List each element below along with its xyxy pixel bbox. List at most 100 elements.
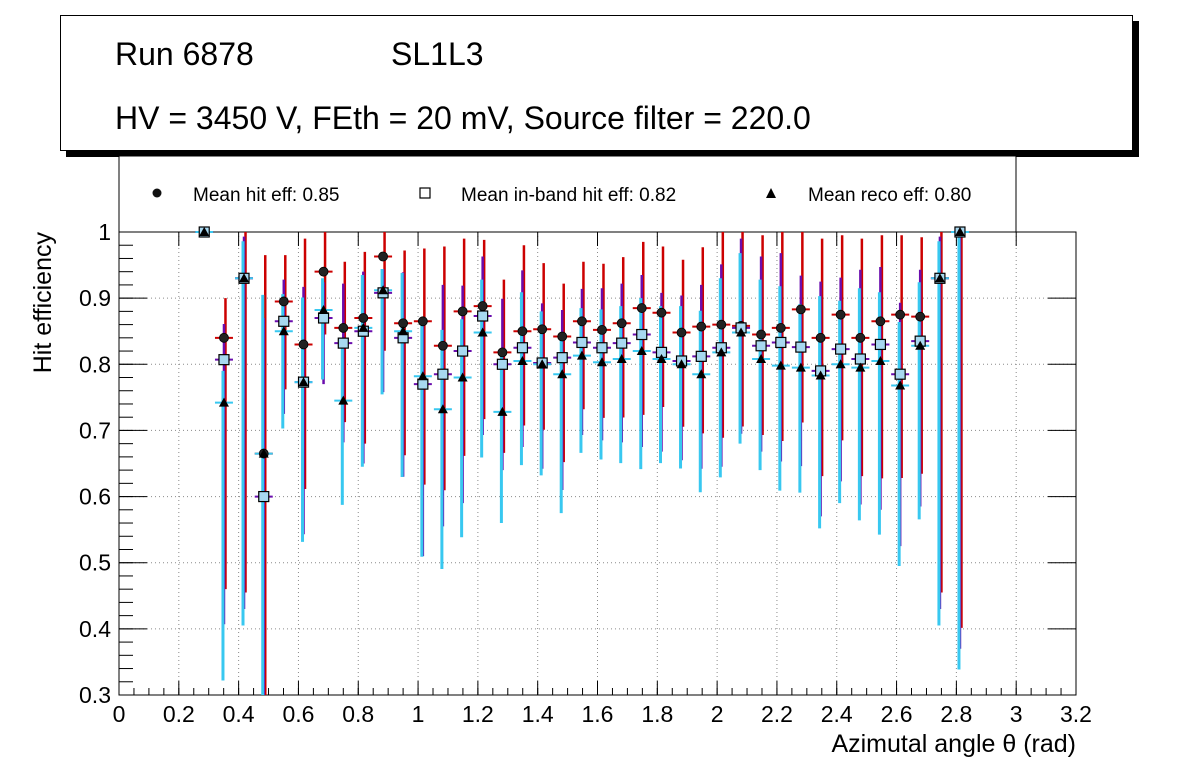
hit-eff-point xyxy=(517,326,528,337)
hit-eff-point xyxy=(577,316,587,327)
reco-eff-point xyxy=(815,370,826,380)
y-tick-label: 0.9 xyxy=(79,285,111,311)
reco-eff-point xyxy=(477,327,488,337)
inband-eff-point xyxy=(258,490,270,503)
x-axis-label: Azimutal angle θ (rad) xyxy=(831,730,1076,758)
reco-eff-point xyxy=(795,362,806,372)
inband-eff-point xyxy=(417,378,429,390)
hit-eff-point xyxy=(557,331,568,342)
x-tick-label: 1.8 xyxy=(641,701,673,727)
inband-eff-point xyxy=(616,337,628,349)
hit-eff-point xyxy=(875,316,886,327)
y-tick-label: 0.7 xyxy=(79,417,111,443)
reco-eff-point xyxy=(656,353,667,363)
x-tick-label: 3 xyxy=(1010,701,1023,727)
inband-eff-point xyxy=(496,358,508,370)
hit-eff-point xyxy=(417,316,428,327)
hit-eff-point xyxy=(318,266,329,277)
run-label: Run 6878 xyxy=(115,36,254,72)
legend-label-hit: Mean hit eff: 0.85 xyxy=(193,185,339,206)
reco-eff-point xyxy=(278,326,289,336)
hit-eff-point xyxy=(338,323,349,333)
y-tick-label: 0.6 xyxy=(79,484,111,510)
x-tick-label: 1 xyxy=(412,701,425,727)
inband-eff-point xyxy=(795,341,807,353)
reco-eff-point xyxy=(954,227,965,236)
hit-eff-point xyxy=(915,311,926,322)
title-box: Run 6878 SL1L3 HV = 3450 V, FEth = 20 mV… xyxy=(60,15,1133,151)
inband-eff-point xyxy=(854,353,866,365)
reco-eff-point xyxy=(716,347,727,357)
inband-eff-point xyxy=(636,328,648,341)
layer-label: SL1L3 xyxy=(391,36,484,72)
data-markers xyxy=(198,226,966,503)
reco-eff-point xyxy=(636,346,647,356)
inband-eff-point xyxy=(775,336,787,349)
reco-eff-point xyxy=(576,350,587,360)
reco-eff-point xyxy=(934,273,945,283)
x-tick-label: 0.8 xyxy=(342,701,374,727)
x-tick-label: 1.6 xyxy=(582,701,614,727)
inband-eff-point xyxy=(457,345,469,357)
reco-eff-point xyxy=(557,369,568,379)
x-tick-label: 1.4 xyxy=(522,701,554,727)
hit-eff-point xyxy=(358,313,369,323)
hit-eff-point xyxy=(497,347,508,358)
reco-eff-point xyxy=(199,227,210,236)
inband-eff-point xyxy=(894,368,906,380)
hit-eff-point xyxy=(219,332,229,343)
hit-eff-point xyxy=(616,318,627,329)
reco-eff-point xyxy=(915,340,926,350)
inband-eff-point xyxy=(576,336,588,349)
reco-eff-point xyxy=(676,359,687,369)
inband-eff-point xyxy=(337,337,349,349)
hit-eff-point xyxy=(477,301,488,311)
x-tick-label: 1.2 xyxy=(462,701,494,727)
error-bars xyxy=(195,231,969,695)
x-tick-label: 0 xyxy=(113,701,126,727)
reco-eff-point xyxy=(318,305,329,315)
hit-eff-point xyxy=(855,332,866,343)
reco-eff-point xyxy=(875,355,886,365)
axis-ticks: 0 0.2 0.4 0.6 0.8 1 1.2 1.4 1.6 1.8 2 2.2 2.4 2.6 2.8 3… xyxy=(79,219,1092,727)
conditions-label: HV = 3450 V, FEth = 20 mV, Source filter… xyxy=(115,100,811,136)
reco-eff-point xyxy=(239,273,250,283)
reco-eff-point xyxy=(298,377,309,387)
legend-marker-triangle xyxy=(766,188,776,198)
reco-eff-point xyxy=(358,322,369,332)
reco-eff-point xyxy=(258,448,269,458)
hit-eff-point xyxy=(795,304,806,315)
hit-eff-point xyxy=(895,309,906,320)
inband-eff-point xyxy=(874,338,887,351)
reco-eff-point xyxy=(457,372,468,382)
reco-eff-point xyxy=(537,359,548,369)
y-tick-label: 0.8 xyxy=(79,351,111,377)
hit-eff-point xyxy=(278,296,289,307)
reco-eff-point xyxy=(338,395,349,405)
hit-eff-point xyxy=(378,251,388,262)
hit-eff-point xyxy=(676,327,687,338)
legend-marker-square xyxy=(419,187,431,199)
x-tick-label: 2 xyxy=(711,701,724,727)
hit-eff-point xyxy=(756,329,766,340)
x-tick-label: 3.2 xyxy=(1060,701,1092,727)
hit-eff-point xyxy=(437,340,448,351)
x-tick-label: 0.6 xyxy=(282,701,314,727)
hit-eff-point xyxy=(716,319,727,330)
x-tick-label: 2.4 xyxy=(821,701,853,727)
y-axis-label: Hit efficiency xyxy=(29,232,57,374)
y-tick-label: 1 xyxy=(98,219,111,245)
x-tick-label: 0.4 xyxy=(223,701,255,727)
inband-eff-point xyxy=(477,310,489,322)
inband-eff-point xyxy=(218,354,230,366)
x-tick-label: 0.2 xyxy=(163,701,195,727)
hit-eff-point xyxy=(457,306,468,317)
reco-eff-point xyxy=(736,327,747,337)
reco-eff-point xyxy=(517,355,528,365)
reco-eff-point xyxy=(437,404,448,414)
reco-eff-point xyxy=(417,371,428,381)
y-tick-label: 0.5 xyxy=(79,550,111,576)
reco-eff-point xyxy=(398,326,409,336)
inband-eff-point xyxy=(317,312,330,324)
